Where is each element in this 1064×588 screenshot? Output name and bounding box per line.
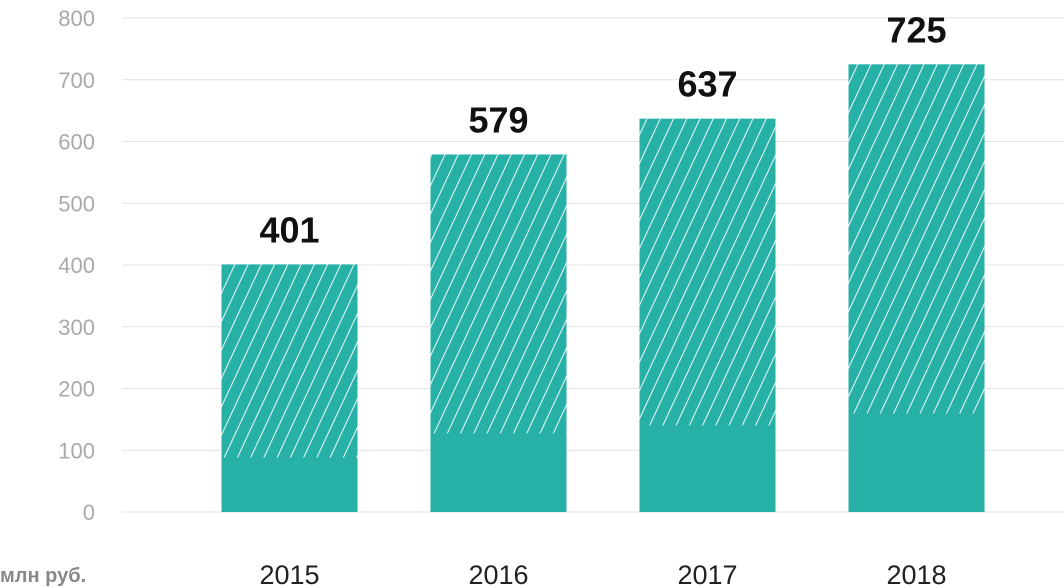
y-tick-label: 600: [58, 130, 95, 155]
bar-hatch: [848, 64, 985, 414]
bars: [221, 64, 985, 512]
y-tick-label: 300: [58, 315, 95, 340]
y-tick-label: 700: [58, 68, 95, 93]
y-tick-label: 200: [58, 377, 95, 402]
data-label-2016: 579: [468, 99, 528, 140]
data-label-2015: 401: [259, 209, 319, 250]
bar-2017: [639, 118, 776, 512]
data-label-2018: 725: [886, 9, 946, 50]
x-tick-label-2016: 2016: [468, 560, 528, 588]
y-tick-label: 500: [58, 191, 95, 216]
x-tick-label-2017: 2017: [677, 560, 737, 588]
x-tick-label-2015: 2015: [259, 560, 319, 588]
bar-2016: [430, 154, 567, 512]
data-labels: 401 579 637 725: [259, 9, 946, 250]
bar-2018: [848, 64, 985, 512]
data-label-2017: 637: [677, 64, 737, 105]
y-tick-label: 800: [58, 6, 95, 31]
bar-hatch: [430, 154, 567, 434]
y-tick-label: 400: [58, 253, 95, 278]
bar-hatch: [221, 264, 358, 458]
y-axis-unit-label: млн руб.: [0, 565, 86, 587]
bar-hatch: [639, 118, 776, 426]
bar-2015: [221, 264, 358, 512]
y-tick-label: 100: [58, 438, 95, 463]
y-tick-label: 0: [83, 500, 95, 525]
x-tick-label-2018: 2018: [886, 560, 946, 588]
x-axis-labels: 2015 2016 2017 2018: [259, 560, 946, 588]
y-axis-ticks: 0 100 200 300 400 500 600 700 800: [58, 6, 95, 525]
